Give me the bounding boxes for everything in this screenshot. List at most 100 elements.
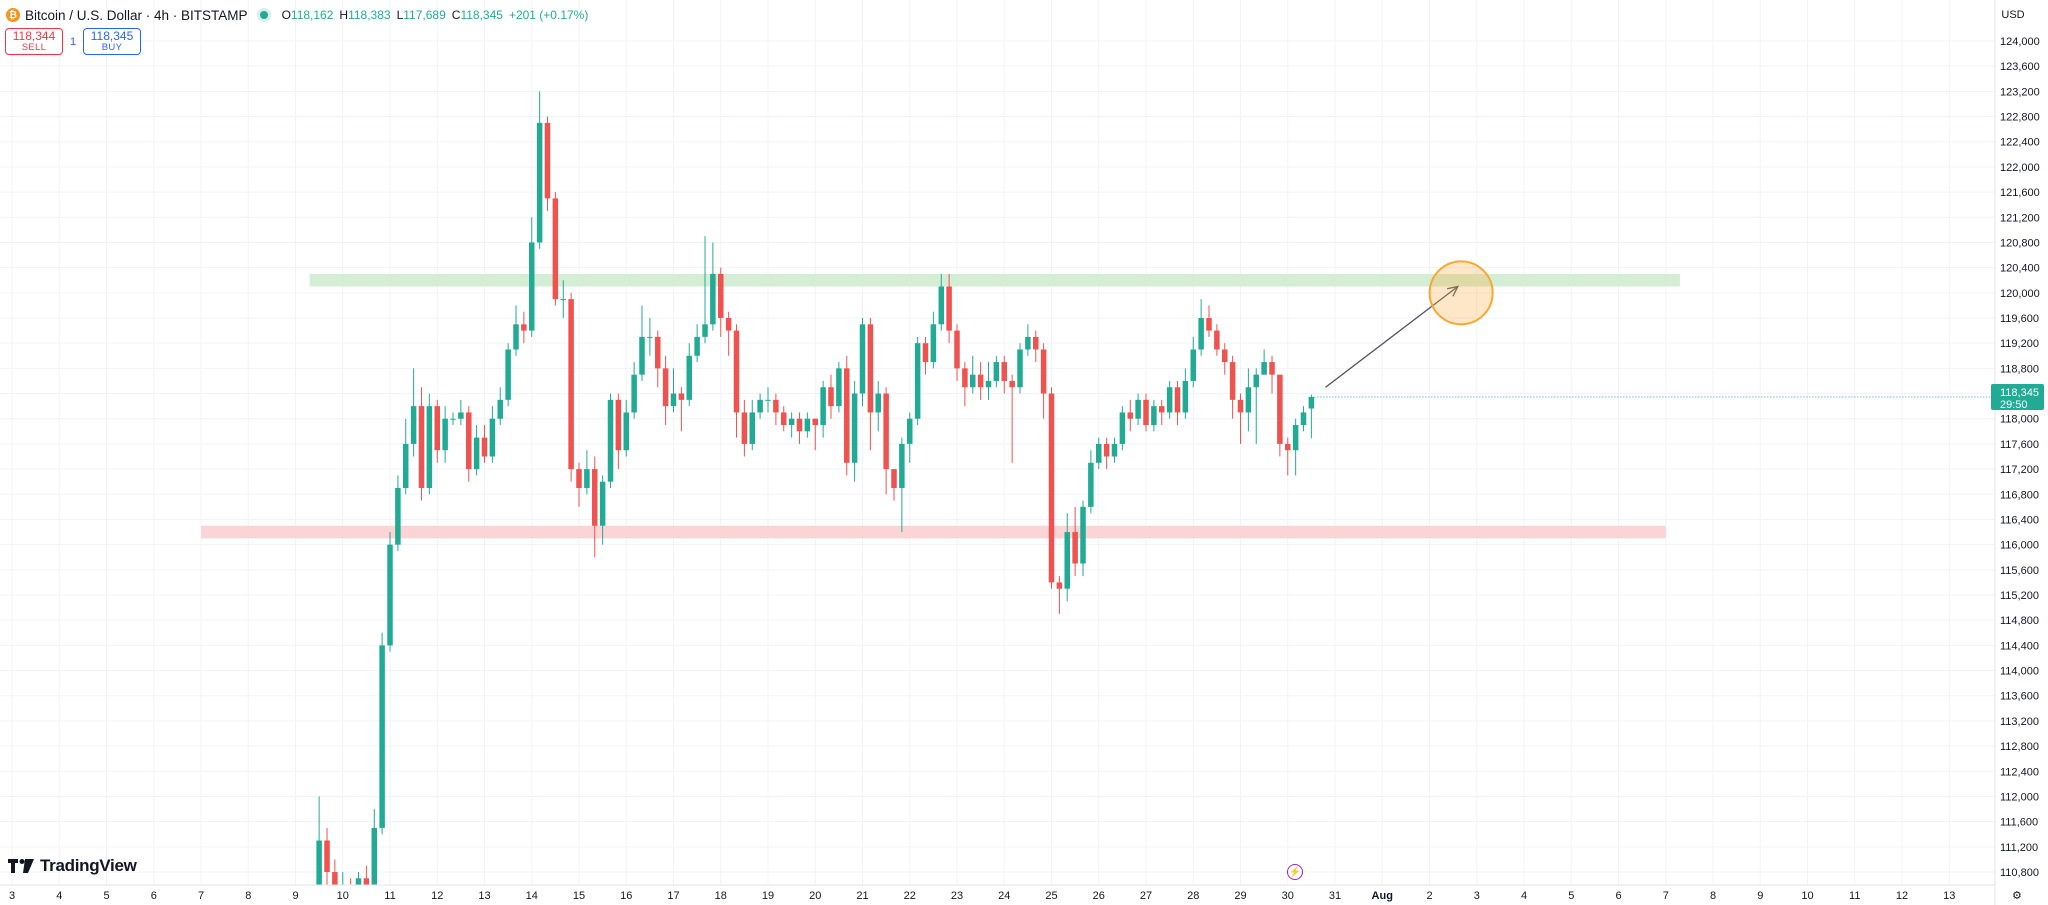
candle-body [844, 368, 850, 463]
candle-body [426, 406, 433, 488]
candle-body [710, 273, 716, 325]
candle-body [780, 412, 787, 426]
x-tick-label: 5 [103, 890, 109, 902]
candle-body [969, 374, 976, 388]
candle-body [402, 443, 409, 488]
candle-body [662, 368, 669, 407]
candle-body [584, 469, 590, 488]
candle-body [678, 393, 685, 400]
candle-body [473, 437, 480, 470]
candle-body [1151, 406, 1157, 426]
candle-body [859, 324, 866, 394]
x-tick-label: 10 [1801, 890, 1813, 902]
x-tick-labels: 3 4 5 6 7 8 9 10 11 12 13 14 15 16 17 18 19 20 21 22 23 24 25 2… [9, 890, 1955, 902]
candle-body [1096, 443, 1102, 463]
candle-body [1135, 399, 1141, 419]
x-tick-label: 7 [198, 890, 204, 902]
candle-body [576, 469, 582, 488]
open-value: O118,162 [281, 8, 334, 22]
candle-body [536, 122, 543, 243]
y-tick-label: 121,600 [2000, 187, 2040, 199]
x-tick-label: 28 [1187, 890, 1199, 902]
candle-body [1285, 443, 1291, 451]
candle-body [1237, 399, 1244, 413]
y-tick-label: 112,800 [2000, 741, 2039, 753]
lightning-icon[interactable]: ⚡ [1287, 864, 1303, 880]
x-tick-label: 16 [620, 890, 632, 902]
x-tick-label: 26 [1093, 890, 1105, 902]
candle-body [1119, 412, 1126, 444]
y-tick-label: 114,400 [2000, 640, 2039, 652]
y-tick-label: 111,600 [2000, 817, 2038, 829]
x-tick-label: 8 [245, 890, 251, 902]
sell-label: SELL [21, 41, 47, 53]
candle-body [1229, 362, 1236, 400]
candle-body [1198, 318, 1204, 350]
candle-body [410, 406, 417, 444]
currency-selector[interactable]: USD [2001, 9, 2025, 21]
y-tick-label: 113,600 [2000, 691, 2039, 703]
candle-body [529, 242, 535, 331]
projection-arrow [1325, 286, 1459, 388]
x-tick-label: 31 [1329, 890, 1341, 902]
buy-button[interactable]: 118,345 BUY [83, 28, 141, 55]
candle-body [938, 286, 945, 325]
x-tick-label: 14 [526, 890, 538, 902]
candle-body [1040, 349, 1047, 394]
support-zone [201, 525, 1666, 539]
x-tick-label: 5 [1568, 890, 1574, 902]
candle-body [466, 412, 472, 470]
candle-body [481, 437, 488, 457]
candle-body [828, 387, 834, 407]
candle-body [521, 324, 527, 331]
trade-panel: 118,344 SELL 1 118,345 BUY [5, 28, 141, 55]
candle-body [647, 336, 653, 338]
candle-body [930, 324, 937, 363]
candle-body [599, 481, 606, 526]
candle-body [371, 827, 378, 891]
candle-body [749, 412, 756, 444]
projection-arrowhead [1446, 285, 1460, 297]
candle-body [615, 399, 622, 451]
y-tick-label: 122,400 [2000, 137, 2040, 149]
candle-body [505, 349, 511, 400]
sell-button[interactable]: 118,344 SELL [5, 28, 63, 55]
grid-lines [0, 0, 1995, 885]
symbol-title[interactable]: Bitcoin / U.S. Dollar · 4h · BITSTAMP [25, 7, 248, 23]
x-tick-label: 27 [1140, 890, 1152, 902]
candle-body [1103, 443, 1110, 457]
y-tick-label: 114,000 [2000, 666, 2039, 678]
chart-legend: ₿ Bitcoin / U.S. Dollar · 4h · BITSTAMP … [6, 6, 588, 24]
price-axis-bg [1995, 0, 2048, 905]
candle-body [1017, 349, 1023, 388]
x-tick-label: 29 [1234, 890, 1246, 902]
candle-body [387, 544, 393, 646]
buy-label: BUY [101, 41, 123, 53]
candle-body [946, 286, 952, 331]
candle-body [450, 418, 456, 420]
tradingview-logo[interactable]: TradingView [8, 856, 137, 876]
candle-body [379, 645, 385, 828]
x-tick-label: 12 [1896, 890, 1908, 902]
y-tick-label: 122,000 [2000, 162, 2040, 174]
tradingview-logo-icon [8, 859, 34, 873]
low-value: L117,689 [396, 8, 446, 22]
candle-body [1182, 380, 1189, 413]
candle-body [1190, 349, 1196, 381]
x-tick-label: 21 [856, 890, 868, 902]
candle-body [1001, 362, 1007, 381]
y-tick-label: 122,800 [2000, 112, 2040, 124]
y-tick-label: 110,800 [2000, 867, 2039, 879]
candle-body [836, 368, 842, 407]
y-tick-label: 124,000 [2000, 36, 2040, 48]
countdown-label: 29:50 [2000, 399, 2028, 411]
y-tick-label: 120,000 [2000, 288, 2040, 300]
gear-icon[interactable]: ⚙ [2012, 890, 2022, 902]
candle-body [899, 443, 905, 488]
x-tick-label: 13 [478, 890, 490, 902]
y-tick-label: 118,000 [2000, 414, 2039, 426]
quantity-value[interactable]: 1 [69, 35, 77, 48]
x-tick-label: 15 [573, 890, 585, 902]
candle-body [631, 374, 637, 413]
